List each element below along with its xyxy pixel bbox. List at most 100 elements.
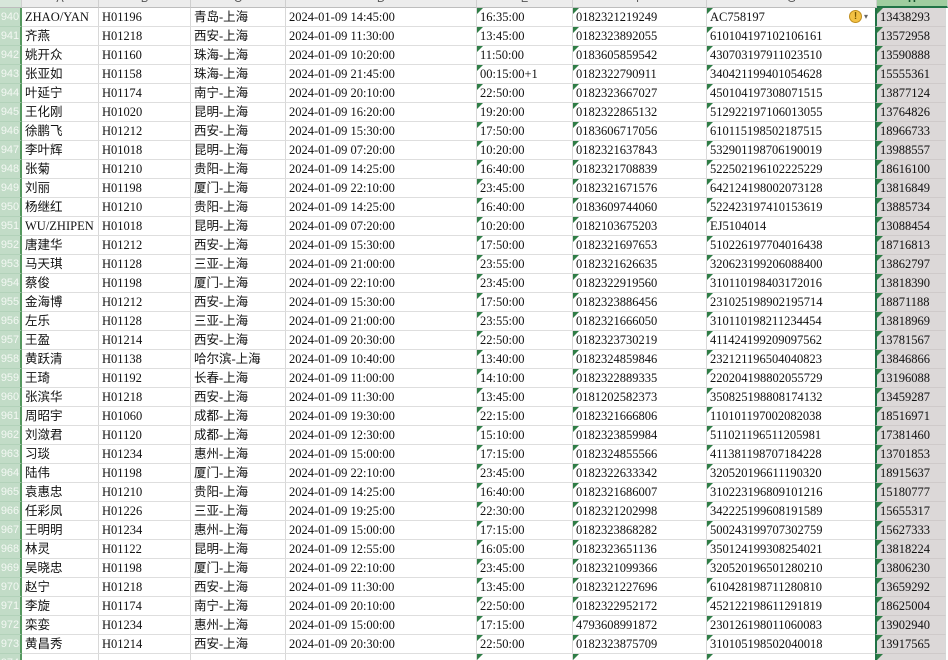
cell-booking-number[interactable]: 0182322919560 (573, 274, 707, 293)
cell-arrival-time[interactable]: 17:50:00 (477, 293, 573, 312)
cell-booking-number[interactable]: 0182103675203 (573, 217, 707, 236)
cell-route[interactable]: 长春-上海 (191, 369, 286, 388)
row-number[interactable]: 965 (0, 483, 22, 502)
row-number[interactable]: 972 (0, 616, 22, 635)
cell-booking-number[interactable]: 0183609744060 (573, 198, 707, 217)
cell-route[interactable]: 西安-上海 (191, 27, 286, 46)
cell-phone-number-selected[interactable]: 13590888 (875, 46, 946, 65)
cell-passenger-name[interactable]: 刘丽 (22, 179, 99, 198)
cell-flight-number[interactable]: H01198 (99, 559, 191, 578)
cell-route[interactable]: 厦门-上海 (191, 274, 286, 293)
cell-arrival-time[interactable]: 13:45:00 (477, 578, 573, 597)
row-number[interactable]: 954 (0, 274, 22, 293)
cell-phone-number-selected[interactable]: 13818390 (875, 274, 946, 293)
cell-booking-number[interactable]: 0182321219249 (573, 8, 707, 27)
cell-departure-datetime[interactable]: 2024-01-09 21:45:00 (286, 65, 477, 84)
cell-booking-number[interactable]: 0182323651136 (573, 540, 707, 559)
cell-departure-datetime[interactable]: 2024-01-09 15:00:00 (286, 521, 477, 540)
cell-flight-number[interactable]: H01018 (99, 217, 191, 236)
cell-arrival-time[interactable]: 16:40:00 (477, 160, 573, 179)
cell-flight-number[interactable]: H01214 (99, 331, 191, 350)
cell-arrival-time[interactable]: 23:45:00 (477, 179, 573, 198)
cell-arrival-time[interactable]: 17:15:00 (477, 521, 573, 540)
cell-id-number[interactable]: 500243199707302759 ! ▾ (707, 521, 877, 540)
cell-route[interactable]: 成都-上海 (191, 426, 286, 445)
cell-route[interactable]: 南宁-上海 (191, 84, 286, 103)
cell-flight-number[interactable]: H01210 (99, 483, 191, 502)
row-number[interactable]: 942 (0, 46, 22, 65)
cell-arrival-time[interactable]: 23:55:00 (477, 255, 573, 274)
column-header-b[interactable]: B (99, 0, 191, 8)
cell-booking-number[interactable]: 4793608991872 (573, 616, 707, 635)
cell-id-number[interactable]: 522502196102225229 ! ▾ (707, 160, 877, 179)
cell-departure-datetime[interactable]: 2024-01-09 22:10:00 (286, 274, 477, 293)
cell-booking-number[interactable]: 0182321202998 (573, 502, 707, 521)
cell-id-number[interactable]: ! ▾ (707, 654, 877, 660)
cell-flight-number[interactable]: H01234 (99, 616, 191, 635)
cell-phone-number-selected[interactable]: 15180777 (875, 483, 946, 502)
cell-booking-number[interactable]: 0182321708839 (573, 160, 707, 179)
cell-route[interactable]: 南宁-上海 (191, 597, 286, 616)
cell-arrival-time[interactable]: 16:40:00 (477, 198, 573, 217)
cell-flight-number[interactable]: H01158 (99, 65, 191, 84)
cell-booking-number[interactable]: 0182323868282 (573, 521, 707, 540)
cell-phone-number-selected[interactable] (875, 654, 946, 660)
cell-flight-number[interactable]: H01060 (99, 407, 191, 426)
cell-passenger-name[interactable]: 杨继红 (22, 198, 99, 217)
cell-flight-number[interactable]: H01218 (99, 578, 191, 597)
cell-flight-number[interactable]: H01210 (99, 198, 191, 217)
cell-booking-number[interactable]: 0182323892055 (573, 27, 707, 46)
column-header-g[interactable]: G (707, 0, 877, 8)
cell-phone-number-selected[interactable]: 13862797 (875, 255, 946, 274)
column-header-h-selected[interactable]: H (877, 0, 948, 8)
column-header-c[interactable]: C (191, 0, 286, 8)
column-header-d[interactable]: D (286, 0, 477, 8)
cell-arrival-time[interactable] (477, 654, 573, 660)
cell-departure-datetime[interactable]: 2024-01-09 15:30:00 (286, 293, 477, 312)
cell-id-number[interactable]: 511021196511205981 ! ▾ (707, 426, 877, 445)
column-header-e[interactable]: E (477, 0, 573, 8)
cell-route[interactable]: 厦门-上海 (191, 559, 286, 578)
cell-phone-number-selected[interactable]: 13701853 (875, 445, 946, 464)
error-checking-button[interactable]: ! ▾ (848, 10, 868, 23)
cell-passenger-name[interactable]: 李旋 (22, 597, 99, 616)
cell-arrival-time[interactable]: 17:15:00 (477, 616, 573, 635)
cell-route[interactable]: 厦门-上海 (191, 179, 286, 198)
row-number[interactable]: 943 (0, 65, 22, 84)
cell-departure-datetime[interactable]: 2024-01-09 12:55:00 (286, 540, 477, 559)
cell-passenger-name[interactable]: 徐鹏飞 (22, 122, 99, 141)
cell-departure-datetime[interactable]: 2024-01-09 12:30:00 (286, 426, 477, 445)
cell-booking-number[interactable]: 0182321099366 (573, 559, 707, 578)
cell-route[interactable] (191, 654, 286, 660)
cell-departure-datetime[interactable]: 2024-01-09 11:00:00 (286, 369, 477, 388)
cell-arrival-time[interactable]: 10:20:00 (477, 217, 573, 236)
cell-booking-number[interactable]: 0182324859846 (573, 350, 707, 369)
row-number[interactable]: 958 (0, 350, 22, 369)
column-header-a[interactable]: A (22, 0, 99, 8)
cell-phone-number-selected[interactable]: 15555361 (875, 65, 946, 84)
cell-flight-number[interactable]: H01018 (99, 141, 191, 160)
cell-route[interactable]: 珠海-上海 (191, 46, 286, 65)
cell-route[interactable]: 青岛-上海 (191, 8, 286, 27)
cell-departure-datetime[interactable]: 2024-01-09 20:10:00 (286, 597, 477, 616)
cell-phone-number-selected[interactable]: 13988557 (875, 141, 946, 160)
cell-passenger-name[interactable]: 栾娈 (22, 616, 99, 635)
cell-booking-number[interactable]: 0182321666050 (573, 312, 707, 331)
cell-flight-number[interactable]: H01198 (99, 179, 191, 198)
cell-id-number[interactable]: 350825198808174132 ! ▾ (707, 388, 877, 407)
cell-route[interactable]: 西安-上海 (191, 635, 286, 654)
cell-arrival-time[interactable]: 23:45:00 (477, 464, 573, 483)
cell-route[interactable]: 惠州-上海 (191, 521, 286, 540)
cell-id-number[interactable]: EJ5104014 ! ▾ (707, 217, 877, 236)
cell-id-number[interactable]: 342225199608191589 ! ▾ (707, 502, 877, 521)
cell-route[interactable]: 三亚-上海 (191, 502, 286, 521)
cell-arrival-time[interactable]: 22:30:00 (477, 502, 573, 521)
cell-passenger-name[interactable] (22, 654, 99, 660)
cell-id-number[interactable]: 231025198902195714 ! ▾ (707, 293, 877, 312)
cell-passenger-name[interactable]: 王盈 (22, 331, 99, 350)
cell-departure-datetime[interactable]: 2024-01-09 14:45:00 (286, 8, 477, 27)
cell-id-number[interactable]: 220204198802055729 ! ▾ (707, 369, 877, 388)
row-number[interactable]: 940 (0, 8, 22, 27)
cell-booking-number[interactable]: 0181202582373 (573, 388, 707, 407)
cell-phone-number-selected[interactable]: 13196088 (875, 369, 946, 388)
